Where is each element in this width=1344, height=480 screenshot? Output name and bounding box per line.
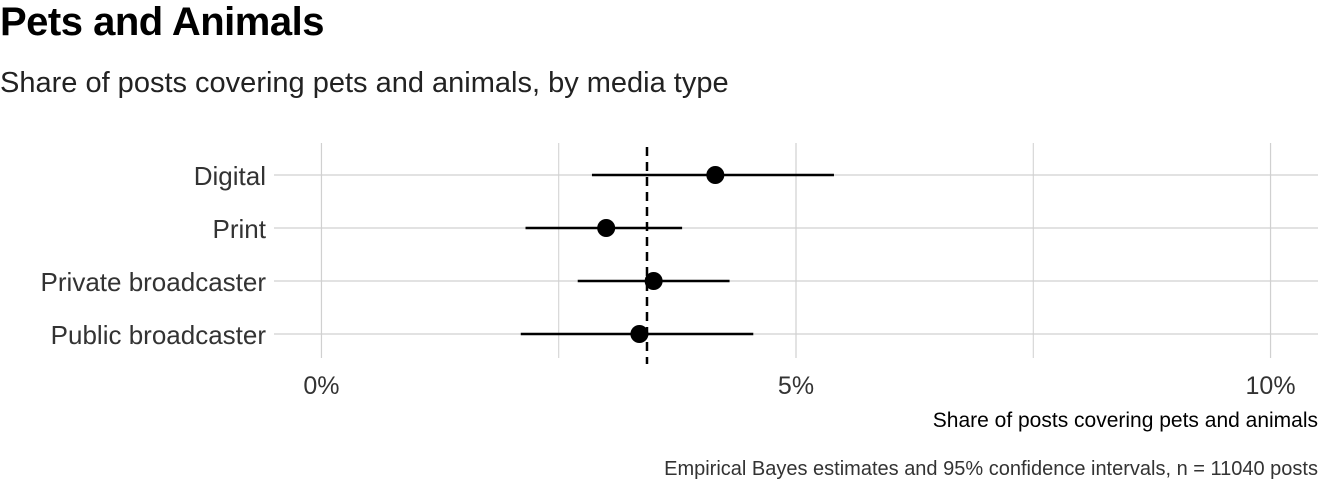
chart-caption: Empirical Bayes estimates and 95% confid… bbox=[664, 458, 1318, 480]
data-point-1 bbox=[597, 219, 616, 237]
y-tick-label-3: Public broadcaster bbox=[51, 320, 267, 350]
chart-subtitle: Share of posts covering pets and animals… bbox=[0, 67, 729, 99]
y-tick-label-1: Print bbox=[213, 214, 267, 244]
data-point-3 bbox=[630, 325, 649, 343]
y-tick-label-0: Digital bbox=[194, 161, 266, 191]
text-layer: Digital Print Private broadcaster Public br… bbox=[41, 161, 1318, 480]
marks-layer bbox=[520, 166, 834, 343]
x-tick-label-1: 5% bbox=[778, 372, 814, 400]
chart-title: Pets and Animals bbox=[0, 0, 324, 44]
x-axis-title: Share of posts covering pets and animals bbox=[933, 409, 1318, 432]
x-tick-label-2: 10% bbox=[1246, 372, 1296, 400]
y-tick-label-2: Private broadcaster bbox=[41, 267, 267, 297]
data-point-2 bbox=[644, 272, 663, 290]
x-tick-label-0: 0% bbox=[303, 372, 339, 400]
grid-layer bbox=[274, 143, 1318, 358]
data-point-0 bbox=[706, 166, 725, 184]
